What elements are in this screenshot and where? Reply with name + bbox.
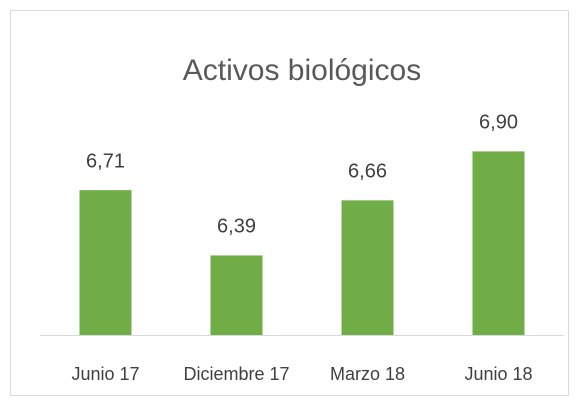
data-label: 6,90 xyxy=(479,112,518,134)
bar xyxy=(210,255,263,335)
data-label: 6,39 xyxy=(217,216,256,238)
bar xyxy=(472,151,525,335)
data-label: 6,66 xyxy=(348,161,387,183)
x-tick-label: Diciembre 17 xyxy=(183,364,289,384)
bar xyxy=(79,190,132,335)
x-tick-label: Junio 18 xyxy=(464,364,532,384)
x-tick-label: Marzo 18 xyxy=(330,364,405,384)
data-label: 6,71 xyxy=(86,150,125,172)
bar xyxy=(341,200,394,335)
chart-title: Activos biológicos xyxy=(183,54,421,87)
x-tick-label: Junio 17 xyxy=(71,364,139,384)
